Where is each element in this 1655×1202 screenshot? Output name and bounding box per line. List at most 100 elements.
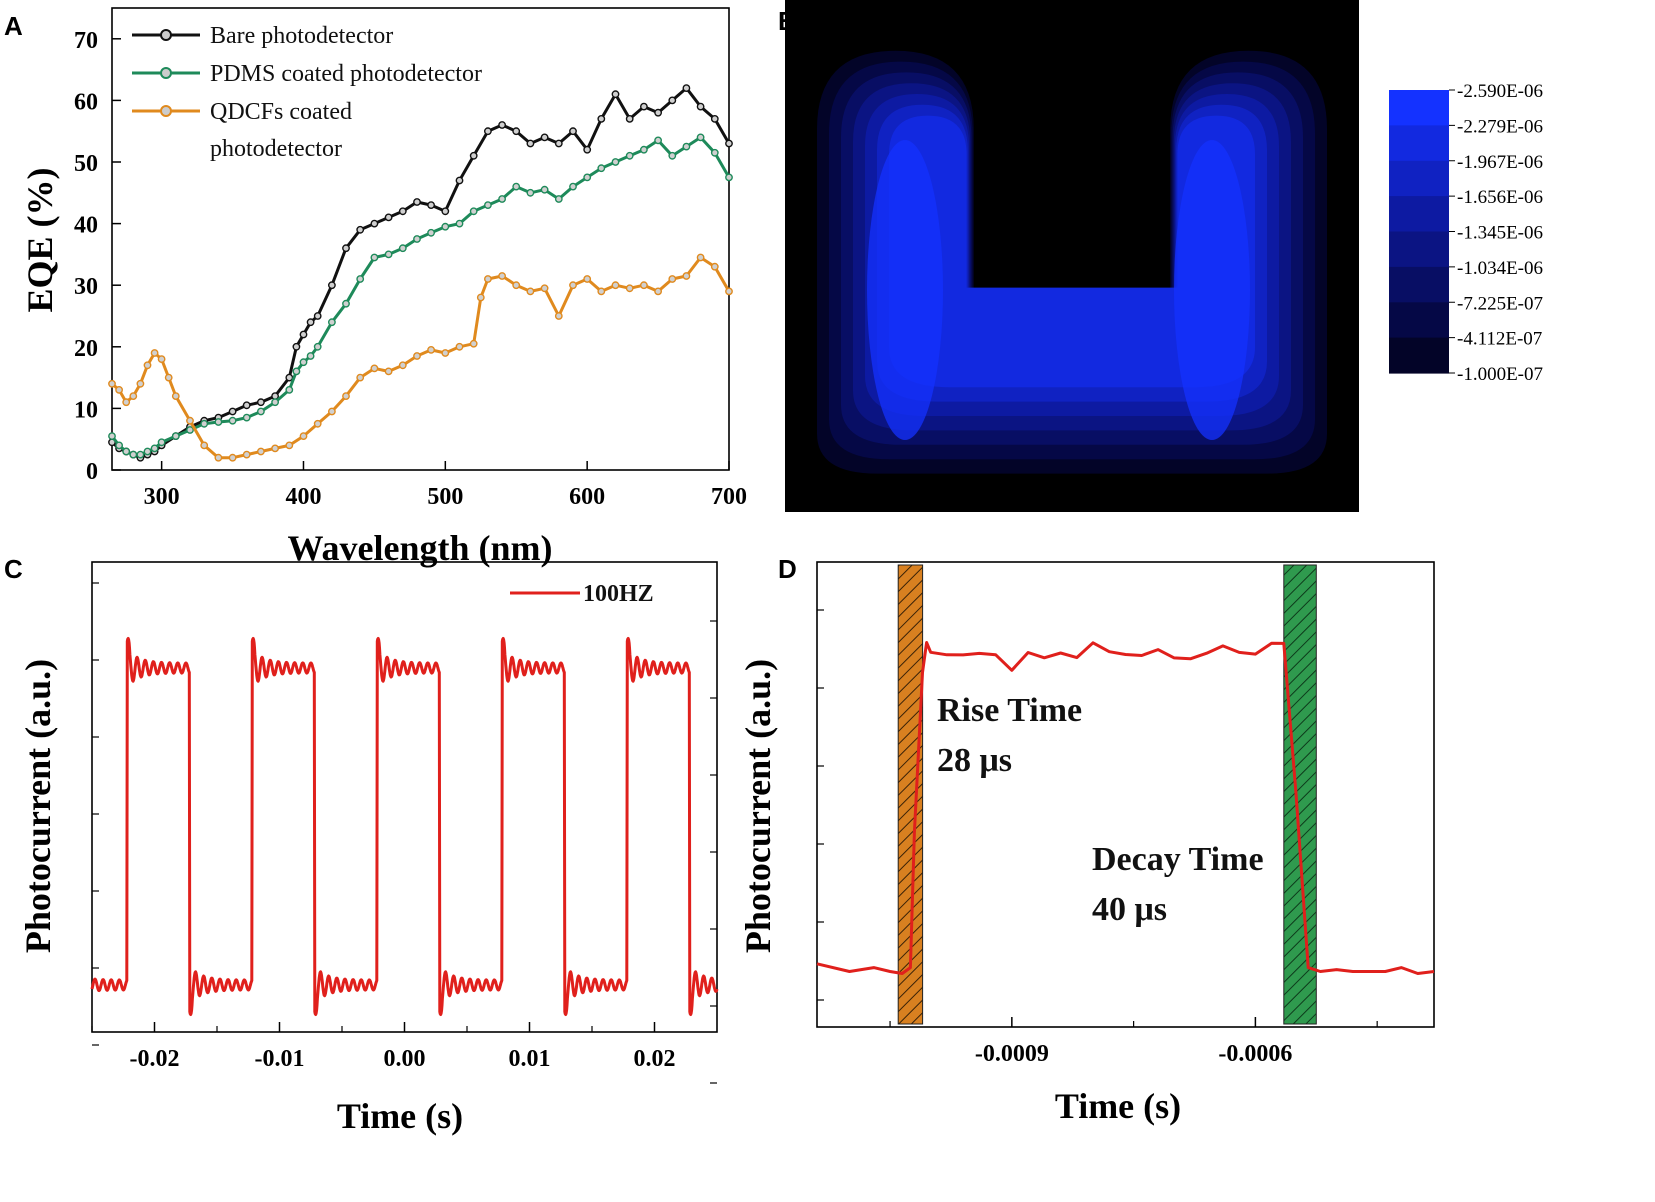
panel-a-data-point <box>498 195 506 203</box>
panel-a-series-1 <box>108 133 733 459</box>
panel-a-data-point <box>285 373 294 382</box>
panel-a-data-point <box>143 447 152 456</box>
panel-a-legend: Bare photodetector PDMS coated photodete… <box>132 23 482 162</box>
panel-c-series-100hz <box>90 637 719 1016</box>
panel-a-data-point <box>157 355 166 363</box>
panel-a-series-2 <box>108 253 733 462</box>
legend-label-bare: Bare photodetector <box>210 23 393 49</box>
heatmap-hotspot-right <box>1174 140 1250 440</box>
panel-a-data-point <box>710 148 719 157</box>
colorbar-swatch <box>1389 231 1449 268</box>
panel-a-data-point <box>696 253 705 262</box>
panel-a-data-point <box>469 151 478 160</box>
panel-a-x-ticks: 300 400 500 600 700 <box>144 461 747 510</box>
panel-a-data-point <box>597 115 606 123</box>
panel-b-heatmap: -2.590E-06 -2.279E-06 -1.967E-06 -1.656E-06… <box>785 0 1543 512</box>
colorbar-swatch <box>1389 266 1449 303</box>
panel-d-x-label: Time (s) <box>1055 1086 1181 1126</box>
panel-a-data-point <box>228 407 237 416</box>
panel-a-data-point <box>108 379 116 388</box>
panel-a-data-point <box>668 275 677 283</box>
colorbar-label: -1.034E-06 <box>1457 258 1543 279</box>
panel-a-data-point <box>583 173 592 182</box>
panel-a-data-point <box>498 272 506 280</box>
panel-a-data-point <box>285 385 294 394</box>
colorbar-label: -1.345E-06 <box>1457 223 1543 244</box>
panel-a-data-point <box>327 407 336 416</box>
panel-a-y-ticks: 0 10 20 30 40 50 60 70 <box>74 28 121 485</box>
decay-time-band <box>1283 564 1317 1025</box>
panel-a-data-point <box>526 287 535 296</box>
panel-a-data-point <box>540 284 549 293</box>
panel-a-data-point <box>306 318 315 327</box>
panel-c-ticks: -0.02 -0.01 0.00 0.01 0.02 <box>91 582 717 1084</box>
colorbar-swatch <box>1389 125 1449 162</box>
panel-a-data-point <box>313 312 322 320</box>
panel-a-data-point <box>171 432 180 440</box>
legend-label-qdcfs-line1: QDCFs coated <box>210 99 352 125</box>
panel-a-data-point <box>668 151 677 160</box>
panel-a-data-point <box>157 438 166 447</box>
panel-a-data-point <box>292 342 301 351</box>
panel-d-y-label: Photocurrent (a.u.) <box>738 659 778 953</box>
panel-a-data-point <box>313 342 322 351</box>
panel-a-data-point <box>256 447 265 456</box>
panel-a-data-point <box>150 349 159 357</box>
colorbar-label: -7.225E-07 <box>1457 293 1543 314</box>
panel-a-data-point <box>625 151 634 160</box>
panel-a-data-point <box>682 272 691 280</box>
panel-a-data-point <box>129 450 138 459</box>
panel-a-data-point <box>164 373 173 382</box>
panel-a-data-point <box>413 198 421 206</box>
panel-a-series-line <box>111 86 731 460</box>
panel-a-data-point <box>306 352 315 360</box>
panel-a-data-point <box>512 182 521 191</box>
panel-a-data-point <box>668 96 677 105</box>
panel-a-data-point <box>441 349 450 357</box>
panel-letter-d: D <box>778 554 797 584</box>
panel-a-data-point <box>427 201 435 210</box>
colorbar-swatch <box>1389 196 1449 233</box>
legend-label-qdcfs: QDCFs coated photodetector <box>210 99 358 162</box>
panel-a-data-point <box>242 450 251 459</box>
panel-a-data-point <box>597 287 606 296</box>
panel-a-x-tick-label: 400 <box>285 484 321 510</box>
panel-a-data-point <box>136 450 145 459</box>
colorbar-label: -2.279E-06 <box>1457 116 1543 137</box>
panel-a-y-tick-label: 10 <box>74 397 98 423</box>
legend-marker-pdms <box>160 67 172 79</box>
panel-a-data-point <box>441 207 450 216</box>
panel-a-data-point <box>186 416 194 425</box>
panel-a-data-point <box>285 441 294 450</box>
panel-a-data-point <box>526 139 535 148</box>
panel-a-data-point <box>469 207 478 216</box>
rise-time-value: 28 μs <box>937 742 1012 779</box>
panel-a-data-point <box>413 235 421 243</box>
panel-c-frame <box>91 561 718 1033</box>
panel-a-data-point <box>583 145 592 154</box>
panel-a-data-point <box>469 339 478 348</box>
panel-a-data-point <box>256 407 265 416</box>
panel-a-data-point <box>427 228 435 237</box>
panel-a-y-tick-label: 50 <box>74 151 98 177</box>
panel-a-data-point <box>640 281 648 290</box>
decay-time-value: 40 μs <box>1092 891 1167 928</box>
panel-a-data-point <box>611 281 620 290</box>
panel-a-data-point <box>654 287 662 296</box>
panel-a-data-point <box>122 398 131 407</box>
panel-c-x-label: Time (s) <box>337 1096 463 1136</box>
colorbar-label: -1.000E-07 <box>1457 364 1543 385</box>
panel-a-data-point <box>498 121 506 129</box>
panel-a-data-point <box>171 392 180 400</box>
panel-a-series <box>108 84 733 462</box>
panel-a-data-point <box>384 213 393 222</box>
legend-marker-bare <box>160 29 172 41</box>
colorbar-swatch <box>1389 337 1449 374</box>
colorbar-label: -2.590E-06 <box>1457 81 1543 102</box>
panel-a-data-point <box>370 364 379 373</box>
panel-a-data-point <box>483 201 492 210</box>
panel-a-data-point <box>696 102 705 111</box>
panel-d-time-bands <box>897 564 1317 1025</box>
panel-a-eqe-chart: 300 400 500 600 700 0 10 20 30 40 50 60 70 Bare pho… <box>20 7 747 568</box>
